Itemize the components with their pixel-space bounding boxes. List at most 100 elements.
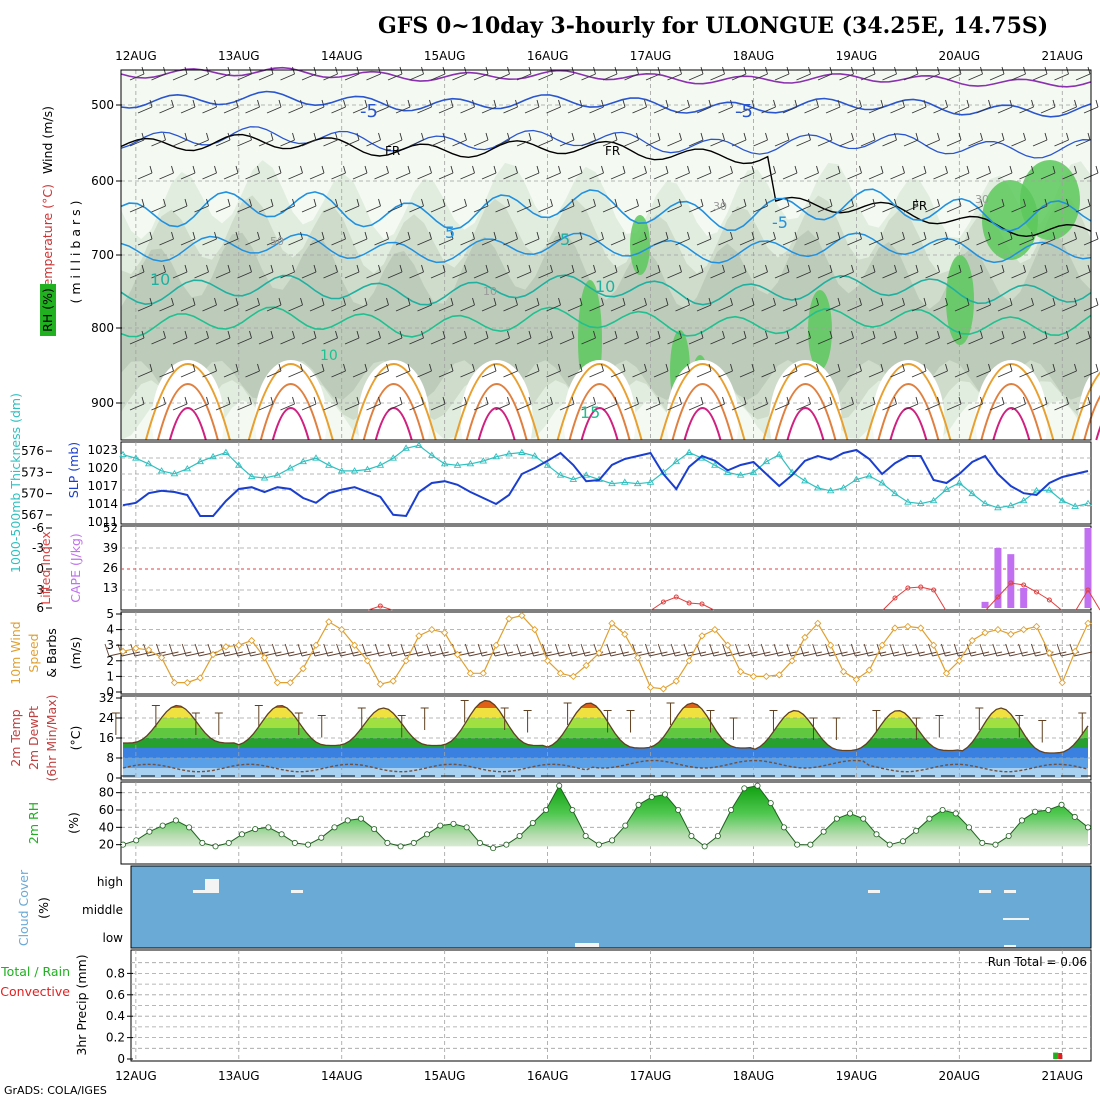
- temperature-arch: [271, 407, 310, 441]
- wind-barb: [859, 297, 862, 306]
- wind-barb: [206, 198, 209, 207]
- wind-barb: [679, 264, 682, 273]
- wind-barb: [536, 297, 540, 306]
- wind-barb: [794, 297, 798, 306]
- wind-barb: [925, 337, 940, 345]
- wind-barb: [235, 165, 239, 174]
- wind-barb: [438, 172, 454, 180]
- wind-barb: [851, 198, 854, 207]
- wind-barb: [597, 651, 617, 657]
- wind-barb: [782, 106, 798, 114]
- rh-point: [212, 843, 219, 850]
- wind-barb: [559, 337, 575, 345]
- wind-barb: [1011, 337, 1026, 345]
- lifted-index-point: [377, 603, 383, 609]
- wind-barb: [507, 396, 510, 405]
- wind-barb: [593, 132, 596, 141]
- rh-point: [661, 791, 668, 798]
- wind-speed-line: [122, 614, 1089, 690]
- wind-barb: [292, 132, 295, 141]
- wind-barb: [374, 304, 389, 312]
- wind-barb: [249, 264, 252, 273]
- wind-barb: [407, 363, 411, 372]
- rh-point: [159, 822, 166, 829]
- cape-tick: 39: [103, 541, 118, 555]
- wind-barb: [173, 651, 192, 657]
- wind-speed-point: [273, 679, 282, 687]
- wind-barb: [980, 264, 983, 273]
- wind-barb: [872, 132, 876, 141]
- wind-barb: [1023, 264, 1026, 273]
- wind-barb: [773, 643, 779, 657]
- slp-line: [122, 448, 1089, 518]
- wind-barb: [1001, 330, 1005, 339]
- wind-barb: [915, 198, 919, 207]
- top-date-label: 13AUG: [218, 49, 260, 63]
- wind-barb: [477, 643, 483, 657]
- wind-barb: [171, 165, 174, 174]
- wind-barb: [245, 370, 260, 378]
- wind-barb: [890, 370, 905, 378]
- wind-speed-point: [659, 685, 668, 693]
- cape-bar: [981, 601, 989, 608]
- wind-barb: [718, 172, 733, 180]
- wind-speed-point: [994, 625, 1002, 634]
- wind-barb: [129, 271, 145, 279]
- wind-barb: [450, 231, 454, 240]
- wind-barb: [902, 99, 905, 108]
- wind-barb: [989, 403, 1005, 411]
- wind-barb: [911, 172, 927, 180]
- wind-barb: [237, 403, 252, 411]
- wind-barb: [1054, 403, 1069, 411]
- wind-speed-point: [917, 624, 925, 632]
- wind-barb: [601, 165, 604, 174]
- wind-barb: [1075, 271, 1091, 279]
- wind-barb: [645, 139, 661, 147]
- wind-barb: [786, 264, 790, 273]
- wind-barb: [352, 172, 368, 180]
- wind-speed-point: [556, 669, 565, 677]
- wind-barb: [1048, 651, 1067, 657]
- precip-tick: 0.4: [106, 1009, 125, 1023]
- wind-barb: [880, 651, 900, 657]
- wind-barb: [919, 651, 938, 657]
- wind-barb: [667, 139, 682, 147]
- wind-barb: [710, 271, 725, 279]
- wind-barb: [606, 643, 612, 657]
- wind-barb: [911, 106, 927, 114]
- upper-pressure-tick: 800: [91, 321, 114, 335]
- temperature-arch: [762, 363, 849, 441]
- precip-panel: 0.8 0.6 0.4 0.2 0 Run Total = 0.06 Total / R…: [0, 949, 1092, 1066]
- rh-tick: 20: [99, 838, 114, 852]
- wind-barb: [581, 271, 596, 279]
- wind-barb: [739, 651, 758, 657]
- wind-barb: [546, 172, 561, 180]
- temperature-band: [123, 748, 1088, 758]
- lifted-index-point: [931, 587, 937, 593]
- wind-barb: [192, 231, 196, 240]
- wind-barb: [937, 264, 940, 273]
- wind-barb: [257, 165, 260, 174]
- wind-speed-point: [1007, 630, 1015, 638]
- chart-title: GFS 0~10day 3-hourly for ULONGUE (34.25E…: [378, 13, 1048, 39]
- wind-barb: [653, 172, 669, 180]
- cloud-patch: [291, 890, 303, 893]
- wind-barb: [1001, 198, 1005, 207]
- wind-barb: [696, 238, 712, 246]
- thickness-point: [621, 478, 629, 485]
- li-tick: 3: [36, 583, 44, 597]
- wind-barb: [645, 205, 661, 213]
- temperature-arch: [683, 407, 722, 441]
- wind-barb: [622, 99, 626, 108]
- wind-speed-point: [621, 630, 629, 638]
- wind-barb: [404, 651, 424, 657]
- bottom-date-label: 16AUG: [527, 1069, 569, 1083]
- wind-speed-point: [209, 650, 217, 659]
- thickness-point: [916, 499, 925, 507]
- wind-barb: [696, 370, 712, 378]
- wind-barb: [194, 337, 209, 345]
- thickness-point: [196, 457, 204, 465]
- thickness-point: [1045, 486, 1054, 493]
- wind-barb: [1019, 304, 1034, 312]
- wind-barb: [331, 370, 346, 378]
